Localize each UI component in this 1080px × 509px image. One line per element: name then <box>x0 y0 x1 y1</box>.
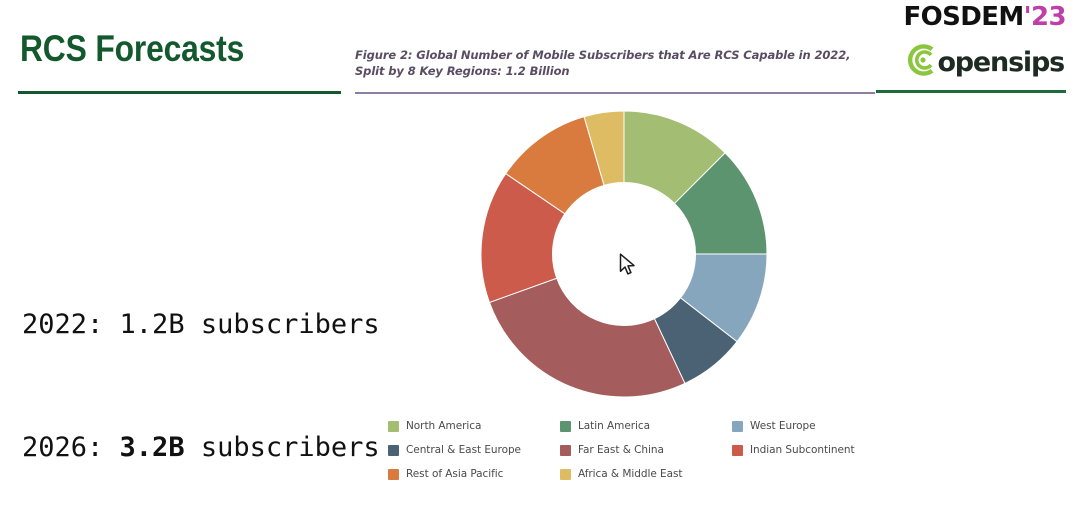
stats-2026-prefix: 2026: <box>22 432 120 463</box>
legend-item: Africa & Middle East <box>560 468 732 480</box>
stats-2022-suffix: subscribers <box>184 309 380 340</box>
donut-slice <box>488 277 686 398</box>
stats-row-2026: 2026: 3.2B subscribers <box>22 427 380 468</box>
fosdem-logo: FOSDEM'23 <box>903 4 1066 30</box>
donut-chart <box>478 108 770 400</box>
stats-row-2022: 2022: 1.2B subscribers <box>22 304 380 345</box>
legend-item: Rest of Asia Pacific <box>388 468 560 480</box>
legend-label: North America <box>406 420 482 432</box>
fosdem-year-label: '23 <box>1023 2 1067 32</box>
subscriber-stats: 2022: 1.2B subscribers 2026: 3.2B subscr… <box>22 222 380 509</box>
fosdem-wordmark: FOSDEM <box>903 2 1024 32</box>
stats-2022-value: 1.2B <box>119 309 185 340</box>
legend-color-swatch <box>388 420 399 432</box>
opensips-logo: opensips <box>906 44 1065 81</box>
legend-color-swatch <box>560 468 571 480</box>
legend-item: North America <box>388 420 560 432</box>
legend-label: Central & East Europe <box>406 444 521 456</box>
title-underline-rule <box>18 91 341 94</box>
donut-slice <box>583 110 625 186</box>
legend-label: Africa & Middle East <box>578 468 683 480</box>
legend-label: West Europe <box>750 420 816 432</box>
legend-color-swatch <box>560 444 571 456</box>
legend-item: Far East & China <box>560 444 732 456</box>
legend-color-swatch <box>388 444 399 456</box>
legend-label: Far East & China <box>578 444 664 456</box>
legend-label: Latin America <box>578 420 650 432</box>
figure-caption: Figure 2: Global Number of Mobile Subscr… <box>355 47 863 79</box>
legend-color-swatch <box>388 468 399 480</box>
legend-item: Indian Subcontinent <box>732 444 892 456</box>
legend-color-swatch <box>732 420 743 432</box>
legend-item: Latin America <box>560 420 732 432</box>
caption-underline-rule <box>355 92 875 94</box>
legend-color-swatch <box>560 420 571 432</box>
legend-label: Rest of Asia Pacific <box>406 468 504 480</box>
legend-item: West Europe <box>732 420 892 432</box>
legend-color-swatch <box>732 444 743 456</box>
legend-item: Central & East Europe <box>388 444 560 456</box>
stats-2026-suffix: subscribers <box>184 432 380 463</box>
opensips-underline-rule <box>876 90 1066 93</box>
donut-slice-group <box>480 110 768 398</box>
stats-2022-prefix: 2022: <box>22 309 120 340</box>
stats-2026-value: 3.2B <box>119 432 185 463</box>
opensips-swirl-icon <box>906 44 940 81</box>
page-title: RCS Forecasts <box>20 28 245 69</box>
legend-label: Indian Subcontinent <box>750 444 855 456</box>
opensips-wordmark: opensips <box>937 47 1065 78</box>
figure-caption-text: Figure 2: Global Number of Mobile Subscr… <box>355 48 851 78</box>
chart-legend: North America Latin America West Europe Cen… <box>388 414 888 486</box>
